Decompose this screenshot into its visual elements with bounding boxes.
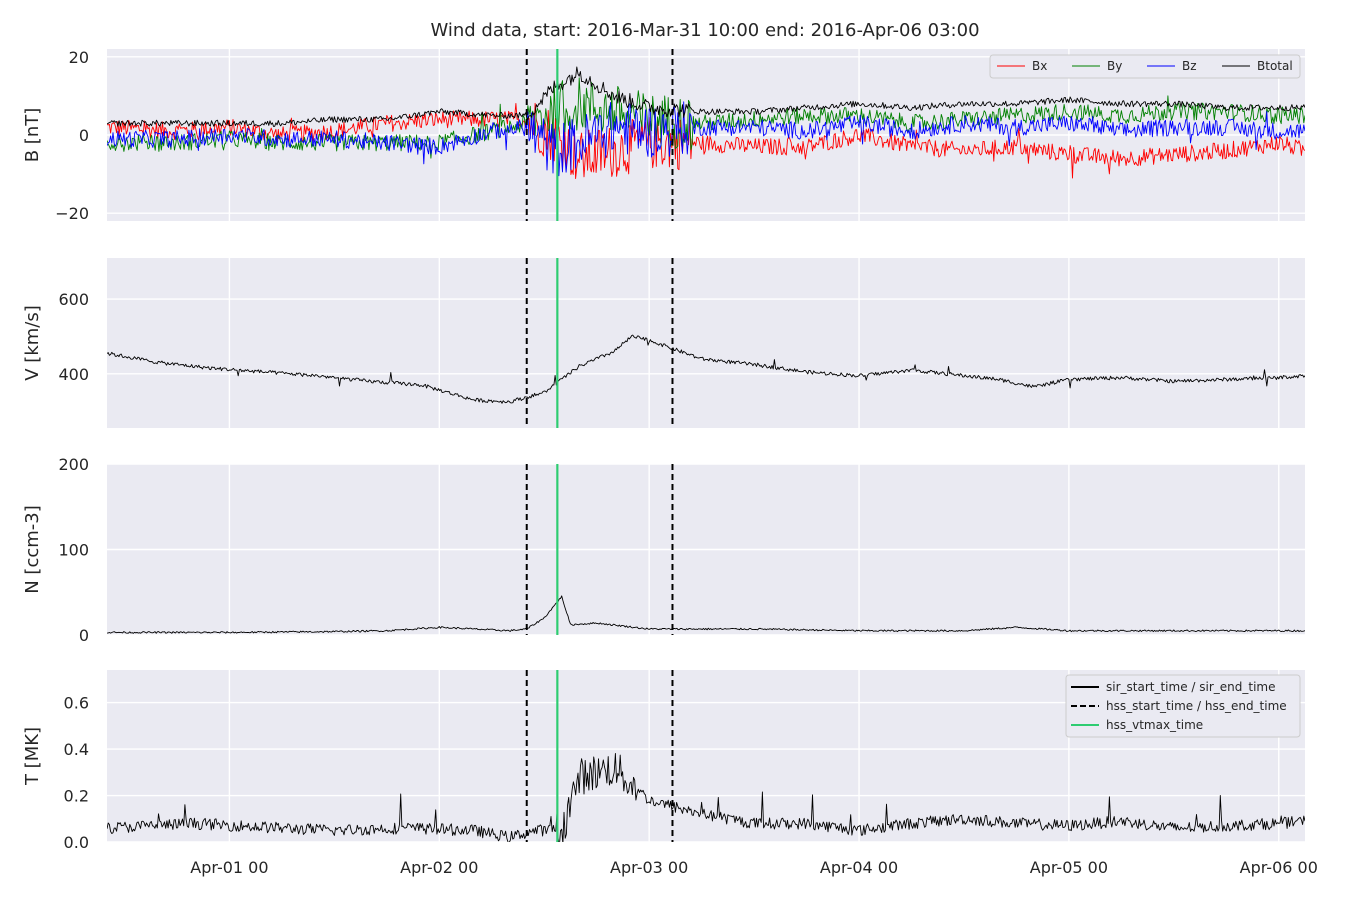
legend-label: Btotal — [1257, 59, 1293, 73]
y-tick-label: 400 — [58, 365, 89, 384]
series-line-v — [107, 334, 1305, 404]
data-group — [107, 66, 1305, 180]
y-tick-label: 100 — [58, 541, 89, 560]
y-axis-label: N [ccm-3] — [22, 505, 43, 594]
legend-label: hss_vtmax_time — [1106, 718, 1203, 732]
plot-background — [107, 258, 1305, 428]
series-line-by — [107, 77, 1305, 159]
y-tick-label: 0.6 — [64, 694, 89, 713]
y-tick-label: 20 — [69, 48, 89, 67]
series-line-bx — [107, 102, 1305, 180]
y-tick-label: 0 — [79, 126, 89, 145]
legend-box — [989, 54, 1301, 79]
y-tick-label: 200 — [58, 455, 89, 474]
legend-box — [1065, 674, 1301, 738]
x-tick-label: Apr-02 00 — [400, 858, 478, 877]
data-group — [107, 753, 1305, 842]
y-axis-label: T [MK] — [22, 727, 43, 786]
y-tick-label: −20 — [55, 204, 89, 223]
x-tick-label: Apr-05 00 — [1030, 858, 1108, 877]
data-group — [107, 334, 1305, 404]
legend-label: Bz — [1182, 59, 1197, 73]
data-group — [107, 595, 1305, 634]
panel-3: 0 100 200 N [ccm-3] — [22, 455, 1305, 645]
event-legend: sir_start_time / sir_end_time hss_start_t… — [1065, 674, 1301, 738]
magnetic-legend: Bx By Bz Btotal — [989, 54, 1301, 79]
series-line-t — [107, 753, 1305, 842]
figure-title: Wind data, start: 2016-Mar-31 10:00 end:… — [430, 20, 979, 41]
series-line-n — [107, 595, 1305, 634]
y-axis-label: B [nT] — [22, 108, 43, 163]
legend-label: hss_start_time / hss_end_time — [1106, 699, 1287, 713]
legend-label: sir_start_time / sir_end_time — [1106, 680, 1276, 694]
y-tick-label: 0.0 — [64, 833, 89, 852]
panel-2: 400 600 V [km/s] — [22, 258, 1305, 428]
y-axis-label: V [km/s] — [22, 305, 43, 380]
legend-label: By — [1107, 59, 1122, 73]
x-tick-label: Apr-03 00 — [610, 858, 688, 877]
series-line-bz — [107, 101, 1305, 177]
y-tick-label: 600 — [58, 290, 89, 309]
y-tick-label: 0.2 — [64, 787, 89, 806]
x-tick-label: Apr-01 00 — [190, 858, 268, 877]
panels-group: −20 0 20 B [nT] 400 600 V [km/s] 0 100 200 N [ccm-… — [22, 48, 1318, 877]
x-tick-label: Apr-06 00 — [1240, 858, 1318, 877]
y-tick-label: 0.4 — [64, 740, 89, 759]
legend-label: Bx — [1032, 59, 1047, 73]
y-tick-label: 0 — [79, 626, 89, 645]
series-line-btotal — [107, 66, 1305, 127]
x-tick-label: Apr-04 00 — [820, 858, 898, 877]
